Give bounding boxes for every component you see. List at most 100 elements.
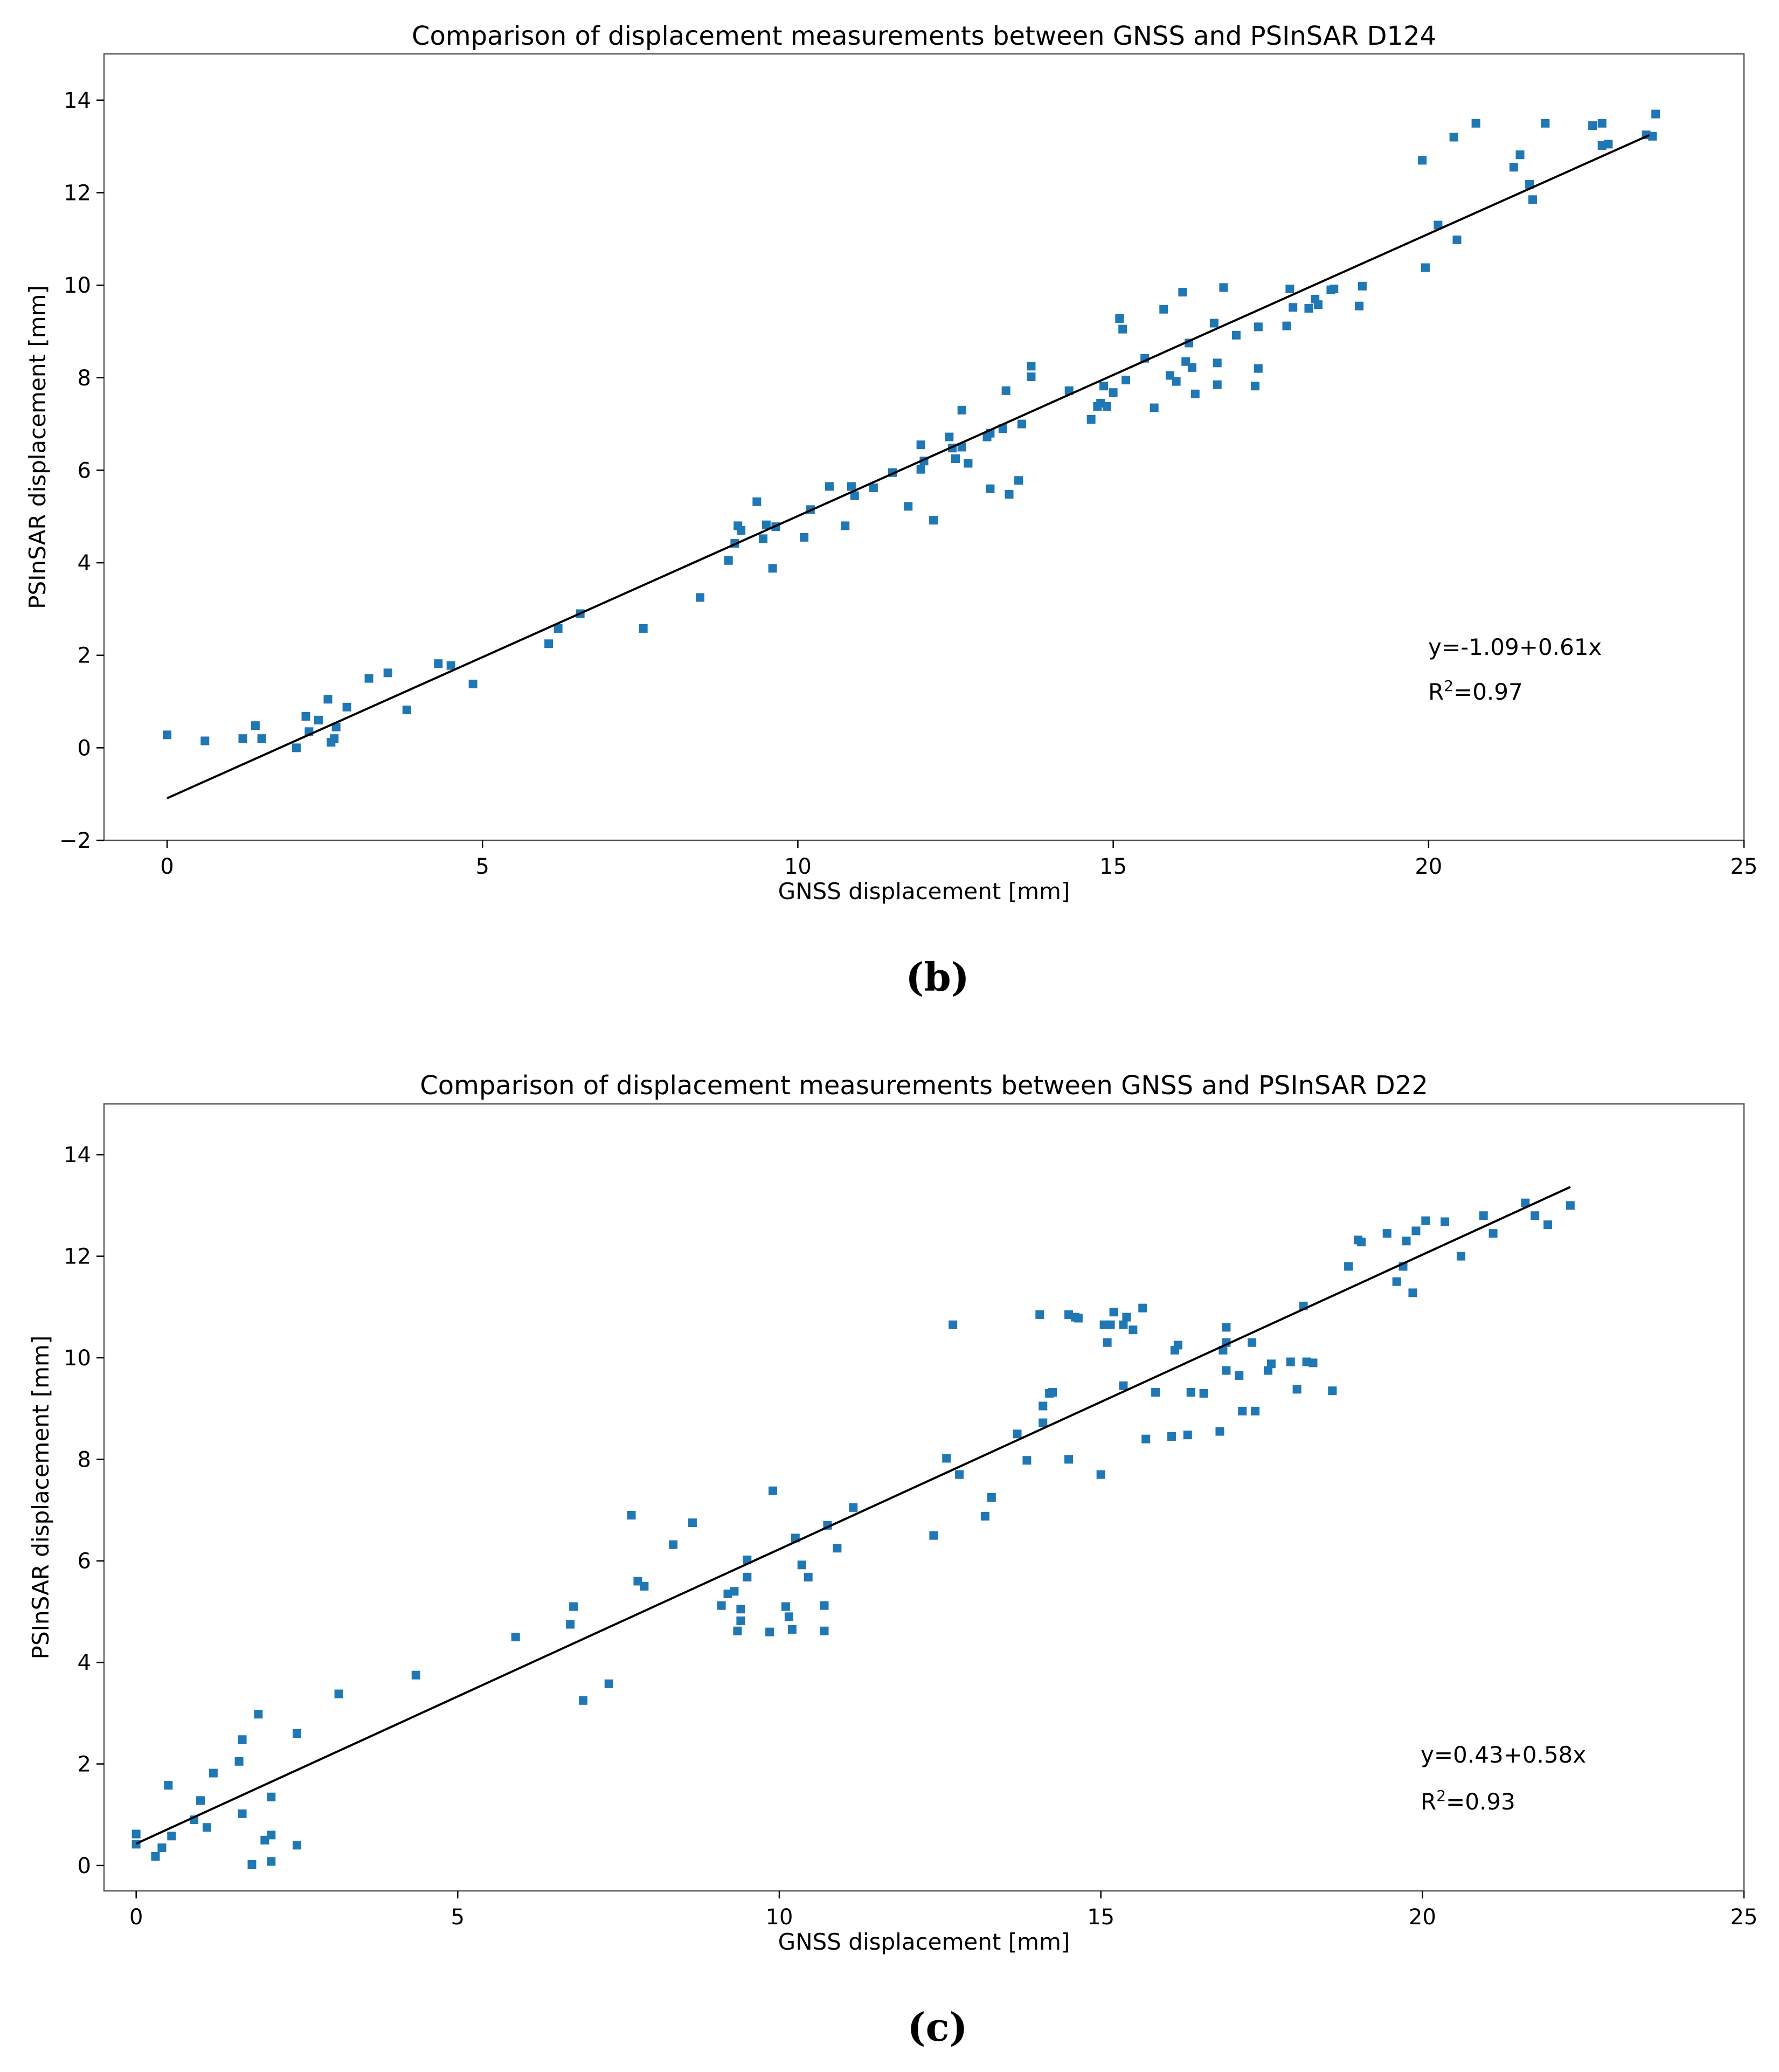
data-point bbox=[1309, 1358, 1318, 1367]
data-point bbox=[768, 564, 777, 573]
data-point bbox=[1150, 403, 1159, 412]
data-point bbox=[1263, 1366, 1272, 1375]
data-point bbox=[1199, 1389, 1208, 1398]
data-point bbox=[1344, 1262, 1353, 1271]
x-tick-label: 0 bbox=[160, 854, 174, 879]
data-point bbox=[1285, 284, 1295, 293]
data-point bbox=[904, 502, 913, 511]
data-point bbox=[1017, 419, 1026, 429]
data-point bbox=[1521, 1198, 1530, 1207]
data-point bbox=[1597, 119, 1607, 128]
x-tick-label: 20 bbox=[1415, 854, 1442, 879]
data-point bbox=[238, 1809, 247, 1818]
data-point bbox=[737, 526, 746, 535]
data-point bbox=[1183, 1431, 1192, 1440]
scatter-points bbox=[131, 1198, 1575, 1869]
panel-caption: (c) bbox=[908, 2004, 968, 2050]
data-point bbox=[1213, 358, 1222, 368]
data-point bbox=[1304, 304, 1313, 313]
data-point bbox=[841, 521, 850, 530]
x-tick-label: 25 bbox=[1730, 1905, 1758, 1930]
data-point bbox=[167, 1832, 176, 1841]
data-point bbox=[1027, 362, 1036, 371]
data-point bbox=[1509, 163, 1518, 172]
y-tick-label: 4 bbox=[78, 1650, 91, 1675]
data-point bbox=[820, 1601, 829, 1610]
data-point bbox=[916, 465, 925, 474]
data-point bbox=[797, 1560, 806, 1570]
data-point bbox=[1541, 119, 1550, 128]
data-point bbox=[916, 440, 925, 450]
data-point bbox=[1129, 1325, 1138, 1335]
y-tick-label: 12 bbox=[64, 1245, 91, 1269]
data-point bbox=[765, 1627, 774, 1636]
y-tick-label: 14 bbox=[64, 1143, 91, 1168]
data-point bbox=[1022, 1456, 1032, 1465]
data-point bbox=[200, 736, 210, 745]
data-point bbox=[1528, 195, 1537, 204]
data-point bbox=[267, 1857, 276, 1866]
data-point bbox=[987, 1493, 996, 1502]
data-point bbox=[1356, 1238, 1366, 1247]
data-point bbox=[468, 679, 477, 688]
y-tick-label: 12 bbox=[64, 181, 91, 205]
x-tick-label: 5 bbox=[476, 854, 489, 879]
data-point bbox=[196, 1796, 205, 1805]
data-point bbox=[1292, 1385, 1302, 1394]
data-point bbox=[1138, 1303, 1147, 1313]
data-point bbox=[847, 482, 856, 491]
data-point bbox=[1604, 140, 1613, 149]
data-point bbox=[1648, 132, 1657, 141]
data-point bbox=[1251, 1406, 1260, 1415]
data-point bbox=[717, 1601, 726, 1610]
data-point bbox=[267, 1792, 276, 1801]
data-point bbox=[724, 556, 733, 565]
data-point bbox=[202, 1823, 211, 1832]
data-point bbox=[1515, 150, 1525, 160]
data-point bbox=[151, 1852, 160, 1861]
data-point bbox=[1479, 1211, 1488, 1220]
plot-frame bbox=[103, 1103, 1745, 1892]
panel-caption: (b) bbox=[905, 954, 969, 1000]
x-tick-label: 15 bbox=[1087, 1905, 1115, 1930]
data-point bbox=[1039, 1418, 1048, 1427]
data-point bbox=[553, 624, 563, 633]
data-point bbox=[1452, 236, 1462, 245]
data-point bbox=[951, 454, 960, 463]
data-point bbox=[869, 484, 878, 493]
data-point bbox=[446, 661, 455, 670]
data-point bbox=[1209, 319, 1219, 328]
y-tick-label: 10 bbox=[64, 273, 91, 298]
data-point bbox=[1013, 1429, 1022, 1439]
data-point bbox=[1235, 1371, 1244, 1380]
data-point bbox=[627, 1510, 636, 1520]
data-point bbox=[1449, 133, 1458, 142]
x-tick-label: 15 bbox=[1099, 854, 1127, 879]
data-point bbox=[1190, 389, 1200, 398]
data-point bbox=[342, 702, 351, 712]
y-tick-label: −2 bbox=[59, 828, 91, 853]
data-point bbox=[850, 491, 859, 500]
y-tick-label: 2 bbox=[78, 1752, 91, 1777]
data-point bbox=[1248, 1338, 1257, 1347]
data-point bbox=[1141, 1434, 1151, 1444]
data-point bbox=[411, 1670, 420, 1680]
data-point bbox=[1402, 1237, 1411, 1246]
data-point bbox=[1471, 119, 1480, 128]
data-point bbox=[929, 1531, 938, 1540]
data-point bbox=[1489, 1229, 1498, 1238]
data-point bbox=[1086, 415, 1096, 424]
data-point bbox=[1421, 263, 1430, 272]
data-point bbox=[163, 730, 172, 740]
data-point bbox=[331, 722, 341, 731]
data-point bbox=[131, 1829, 141, 1839]
data-point bbox=[1355, 301, 1364, 310]
data-point bbox=[1064, 1455, 1073, 1464]
data-point bbox=[251, 721, 260, 730]
data-point bbox=[1313, 300, 1323, 309]
data-point bbox=[1167, 1432, 1176, 1441]
data-point bbox=[267, 1831, 276, 1840]
chart-title: Comparison of displacement measurements … bbox=[412, 21, 1436, 51]
data-point bbox=[1178, 287, 1187, 296]
data-point bbox=[1330, 284, 1339, 293]
